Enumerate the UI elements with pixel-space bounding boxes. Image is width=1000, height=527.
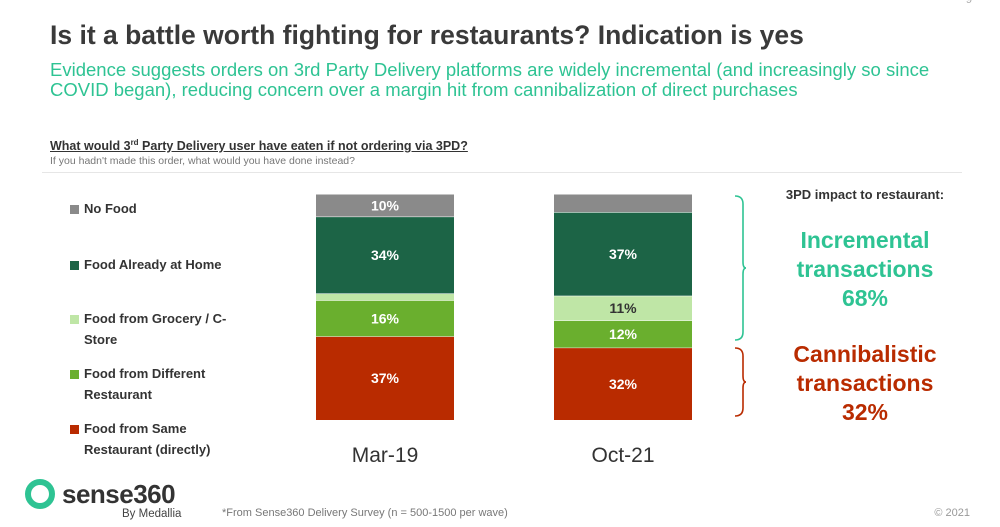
impact-title: 3PD impact to restaurant: [785,187,945,202]
legend-item: Food from Different Restaurant [70,366,270,405]
footnote: *From Sense360 Delivery Survey (n = 500-… [222,507,508,519]
bar-segment [316,300,454,337]
data-label: 37% [371,370,400,386]
bar-segment [316,293,454,301]
data-label: 32% [609,376,638,392]
incremental-line2: transactions [796,256,934,282]
page-number: 9 [965,0,972,6]
cannibalistic-callout: Cannibalistic transactions 32% [760,340,970,427]
legend-label: Food from Same Restaurant (directly) [84,421,211,457]
bar-segment [554,194,692,213]
logo-text: sense360 [62,478,176,509]
legend-label: No Food [84,201,137,216]
cannibalistic-line2: transactions [796,370,934,396]
legend-swatch [70,315,79,324]
incremental-value: 68% [841,285,889,311]
slide-title: Is it a battle worth fighting for restau… [50,20,804,50]
incremental-callout: Incremental transactions 68% [760,226,970,313]
legend-swatch [70,205,79,214]
bar-segment [316,216,454,294]
data-label: 16% [371,310,400,326]
category-label: Oct-21 [591,444,654,467]
cannibalistic-bracket [734,347,747,417]
data-label: 34% [371,247,400,263]
cannibalistic-value: 32% [841,399,889,425]
slide-subtitle: Evidence suggests orders on 3rd Party De… [50,59,930,100]
logo-byline: By Medallia [122,508,182,520]
chart-question-subtext: If you hadn't made this order, what woul… [50,155,355,167]
question-text-start: What would 3 [50,139,131,154]
data-label: 12% [609,326,638,342]
legend-item: Food from Grocery / C- Store [70,311,270,350]
legend-label: Food from Different Restaurant [84,366,206,402]
legend-item: Food Already at Home [70,257,270,275]
legend-label: Food from Grocery / C- Store [84,311,227,347]
data-label: 11% [609,300,637,316]
data-label: 10% [371,197,400,213]
data-label: 37% [609,246,638,262]
separator-line [42,172,962,173]
legend-swatch [70,425,79,434]
legend-item: No Food [70,201,270,219]
bar-segment [316,194,454,217]
chart-question: What would 3rd Party Delivery user have … [50,138,468,153]
incremental-bracket [734,195,747,341]
legend-item: Food from Same Restaurant (directly) [70,421,270,460]
copyright: © 2021 [934,507,970,519]
legend-swatch [70,261,79,270]
legend-label: Food Already at Home [84,257,222,272]
bar-segment [316,336,454,420]
bar-segment [554,295,692,321]
cannibalistic-line1: Cannibalistic [793,341,937,367]
bar-segment [554,320,692,348]
question-superscript: rd [130,138,139,147]
bar-segment [554,212,692,296]
question-text-end: Party Delivery user have eaten if not or… [138,139,468,154]
sense360-logo: sense360 [24,478,176,510]
category-label: Mar-19 [352,444,419,467]
incremental-line1: Incremental [800,227,930,253]
legend-swatch [70,370,79,379]
bar-segment [554,347,692,420]
logo-ring-icon [25,479,55,509]
